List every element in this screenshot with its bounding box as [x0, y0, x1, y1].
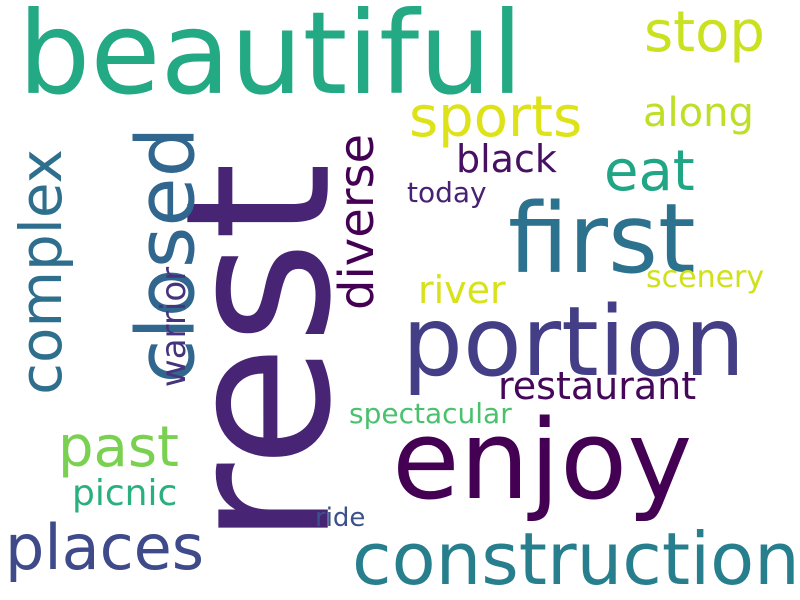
word-black: black — [456, 137, 557, 181]
word-scenery: scenery — [646, 260, 765, 295]
word-today: today — [407, 176, 487, 209]
word-warrior: warrior — [154, 266, 195, 388]
word-enjoy: enjoy — [392, 396, 693, 524]
word-ride: ride — [315, 503, 366, 533]
word-diverse: diverse — [329, 133, 386, 311]
word-first: first — [508, 183, 696, 295]
word-portion: portion — [402, 286, 746, 398]
word-spectacular: spectacular — [349, 397, 512, 430]
word-stop: stop — [644, 0, 765, 65]
word-construction: construction — [352, 517, 800, 600]
word-complex: complex — [6, 149, 75, 395]
word-past: past — [58, 415, 179, 480]
word-places: places — [5, 511, 205, 584]
word-beautiful: beautiful — [18, 0, 524, 120]
word-picnic: picnic — [72, 473, 178, 514]
word-river: river — [418, 268, 506, 312]
word-sports: sports — [409, 85, 583, 150]
word-eat: eat — [604, 139, 695, 204]
word-restaurant: restaurant — [498, 364, 697, 408]
word-along: along — [643, 90, 754, 136]
